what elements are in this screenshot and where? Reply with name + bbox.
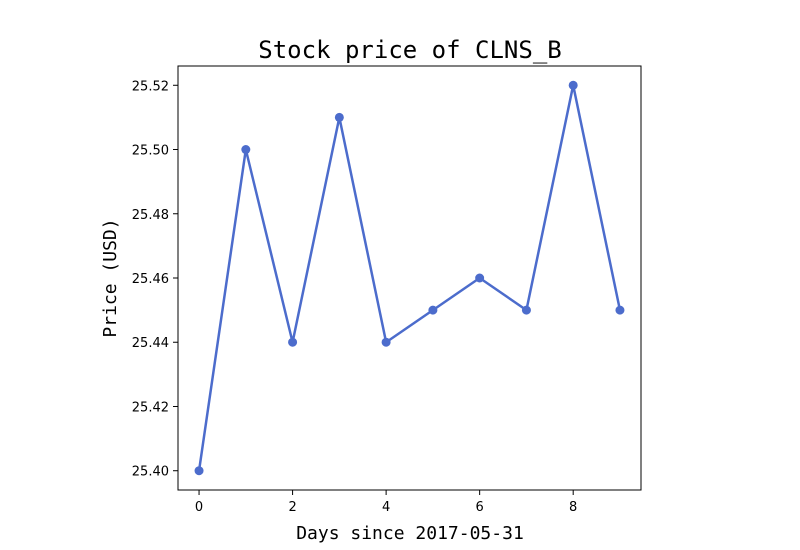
data-point — [381, 337, 391, 347]
x-tick-label: 2 — [288, 500, 296, 515]
data-point — [615, 305, 625, 315]
y-tick-label: 25.48 — [132, 208, 169, 223]
data-point — [334, 112, 344, 122]
y-tick-label: 25.44 — [132, 336, 169, 351]
y-tick-label: 25.46 — [132, 272, 169, 287]
y-axis: 25.40 25.42 25.44 25.46 25.48 25.50 25.52 — [132, 79, 178, 480]
series-line — [197, 84, 622, 471]
data-point — [521, 305, 531, 315]
y-tick-label: 25.40 — [132, 465, 169, 480]
y-tick-label: 25.42 — [132, 400, 169, 415]
x-axis: 0 2 4 6 8 — [195, 490, 577, 515]
y-axis-label: Price (USD) — [100, 218, 121, 337]
x-tick-label: 4 — [382, 500, 390, 515]
x-tick-label: 8 — [569, 500, 577, 515]
chart-title: Stock price of CLNS_B — [258, 36, 561, 64]
x-axis-label: Days since 2017-05-31 — [296, 523, 524, 544]
plot-area-frame — [177, 65, 642, 491]
data-point — [428, 305, 438, 315]
y-tick-label: 25.50 — [132, 144, 169, 159]
y-tick-label: 25.52 — [132, 79, 169, 94]
data-point — [568, 80, 578, 90]
data-series — [194, 80, 625, 476]
data-point — [241, 145, 251, 155]
data-point — [288, 337, 298, 347]
data-point — [475, 273, 485, 283]
x-tick-label: 6 — [476, 500, 484, 515]
data-point — [194, 466, 204, 476]
x-tick-label: 0 — [195, 500, 203, 515]
